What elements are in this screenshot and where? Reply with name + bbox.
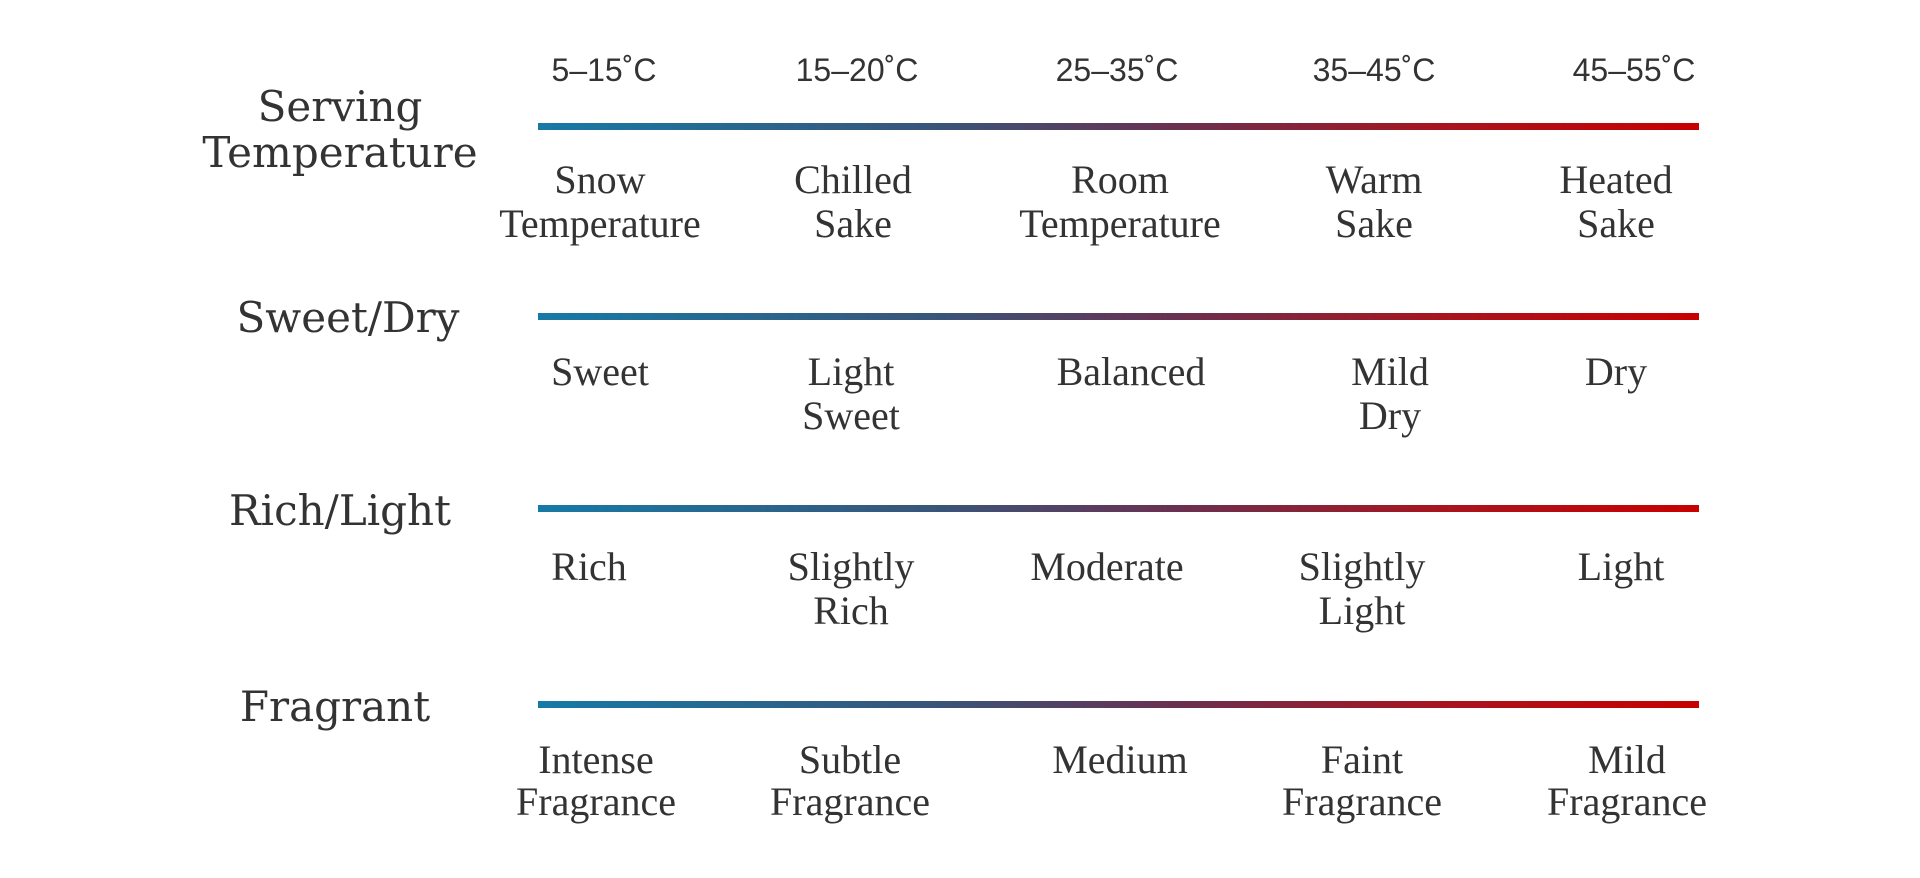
scale-label: Subtle Fragrance	[770, 737, 930, 824]
scale-label: Medium	[1052, 737, 1188, 782]
scale-label: Intense Fragrance	[516, 737, 676, 824]
gradient-scale-bar	[538, 123, 1699, 130]
scale-label: Snow Temperature	[499, 157, 701, 246]
category-fragrant: Fragrant	[239, 682, 431, 731]
scale-label: Sweet	[551, 349, 649, 394]
scale-label: Room Temperature	[1019, 157, 1221, 246]
scale-label: Moderate	[1030, 544, 1184, 589]
scale-label: Mild Fragrance	[1547, 737, 1707, 824]
scale-label: Mild Dry	[1351, 349, 1429, 438]
scale-label: Faint Fragrance	[1282, 737, 1442, 824]
scale-label: Warm Sake	[1325, 157, 1423, 246]
scale-label: Rich	[551, 544, 627, 589]
category-rich-light: Rich/Light	[229, 486, 451, 535]
scale-label: Slightly Rich	[787, 544, 915, 633]
temperature-label: 5–15˚C	[551, 52, 657, 88]
temperature-label: 15–20˚C	[795, 52, 919, 88]
scale-label: Heated Sake	[1559, 157, 1673, 246]
gradient-scale-bar	[538, 701, 1699, 708]
scale-label: Chilled Sake	[794, 157, 912, 246]
category-sweet-dry: Sweet/Dry	[236, 293, 460, 342]
scale-label: Light Sweet	[802, 349, 900, 438]
scale-label: Light	[1577, 544, 1665, 589]
temperature-label: 25–35˚C	[1055, 52, 1179, 88]
scale-label: Slightly Light	[1298, 544, 1426, 633]
gradient-scale-bar	[538, 505, 1699, 512]
scale-label: Balanced	[1056, 349, 1206, 394]
scale-label: Dry	[1584, 349, 1648, 394]
gradient-scale-bar	[538, 313, 1699, 320]
temperature-label: 35–45˚C	[1312, 52, 1436, 88]
temperature-label: 45–55˚C	[1572, 52, 1696, 88]
category-serving-temperature: Serving Temperature	[202, 82, 478, 177]
